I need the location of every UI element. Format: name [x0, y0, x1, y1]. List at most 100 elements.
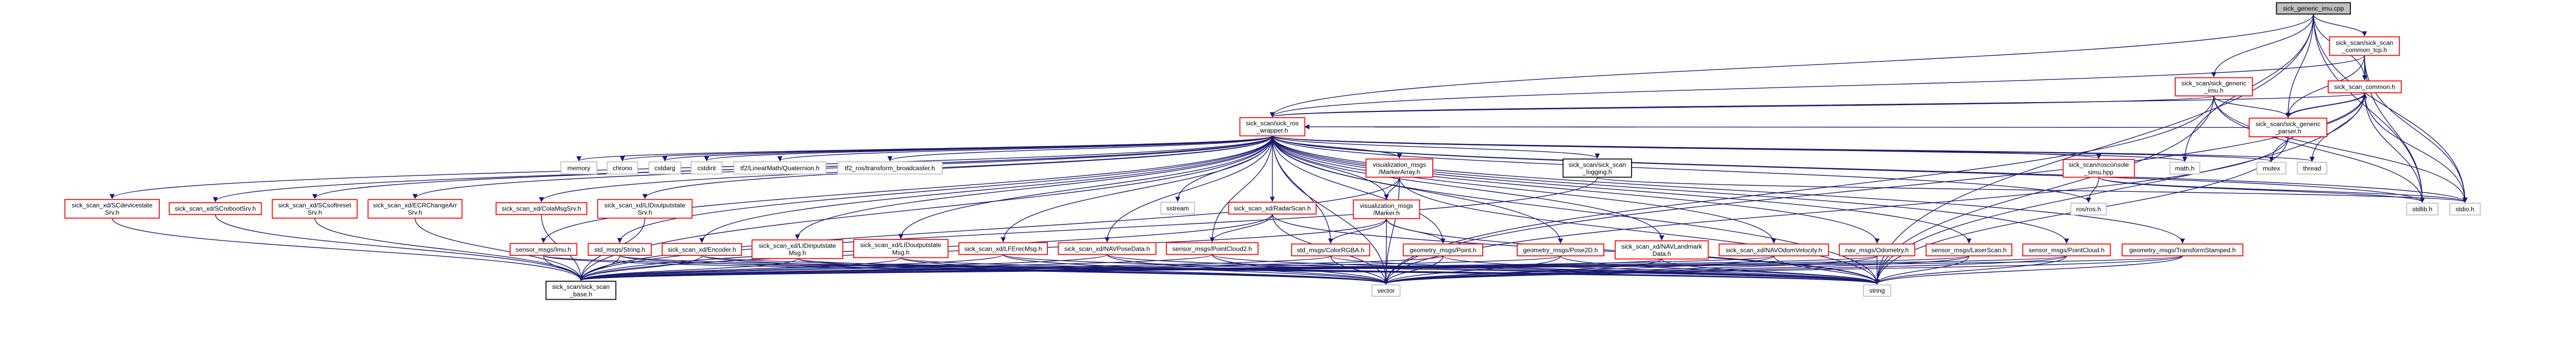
node-box	[1402, 243, 1483, 256]
node-logging[interactable]: sick_scan/sick_scan_logging.h	[1562, 158, 1632, 178]
edge-marker-to-colorrgba	[1328, 218, 1387, 244]
node-marker[interactable]: visualization_msgs/Marker.h	[1352, 199, 1420, 219]
node-common[interactable]: sick_scan_common.h	[2328, 80, 2402, 93]
node-parser[interactable]: sick_scan/sick_generic_parser.h	[2248, 118, 2328, 138]
node-label: thread	[2303, 165, 2321, 172]
node-box	[1925, 243, 2012, 256]
edge-common-to-stdio	[2364, 92, 2468, 203]
node-label: Data.h	[1652, 250, 1671, 257]
node-encoder[interactable]: sick_scan_xd/Encoder.h	[662, 243, 742, 256]
node-label: cstdarg	[654, 165, 675, 172]
node-label: Msg.h	[789, 250, 806, 257]
node-box	[648, 161, 682, 175]
edge-rosconsole-to-rosh	[2086, 177, 2099, 203]
node-box	[1562, 158, 1632, 178]
node-label: _wrapper.h	[1256, 127, 1288, 134]
edge-ros_wrapper-to-sstream	[1175, 136, 1273, 202]
node-navpose[interactable]: sick_scan_xd/NAVPoseData.h	[1058, 242, 1157, 255]
node-box	[606, 161, 638, 175]
edge-ros_wrapper-to-vector	[1272, 136, 1389, 285]
node-label: memory	[567, 165, 590, 172]
edge-parser-to-common	[2287, 93, 2367, 119]
node-chrono: chrono	[606, 161, 638, 175]
node-label: sensor_msgs/PointCloud2.h	[1173, 245, 1252, 252]
edge-ros_wrapper-to-memory	[577, 135, 1273, 161]
node-screboot[interactable]: sick_scan_xd/SCrebootSrv.h	[168, 202, 262, 215]
node-ros_wrapper[interactable]: sick_scan/sick_ros_wrapper.h	[1239, 117, 1306, 137]
node-point[interactable]: geometry_msgs/Point.h	[1402, 243, 1483, 256]
node-navodom[interactable]: sick_scan_xd/NAVOdomVelocity.h	[1718, 243, 1829, 256]
node-label: sick_scan_xd/LIDoutputstate	[604, 202, 686, 209]
node-label: stdio.h	[2455, 206, 2474, 213]
edge-scsoftreset-to-base	[314, 218, 584, 281]
edge-markerarray-to-string	[1399, 177, 1880, 285]
node-laserscan[interactable]: sensor_msgs/LaserScan.h	[1925, 243, 2012, 256]
node-box	[2248, 118, 2328, 138]
node-string_msg[interactable]: std_msgs/String.h	[587, 243, 652, 256]
node-label: chrono	[613, 165, 632, 172]
edge-generic_imu-to-stdio	[2213, 95, 2468, 203]
edge-tfstamped-to-base	[579, 255, 2183, 281]
edge-ros_wrapper-to-tfstamped	[1272, 136, 2185, 244]
node-box	[2406, 202, 2439, 216]
node-label: sick_scan_xd/RadarScan.h	[1234, 205, 1311, 212]
node-pose2d[interactable]: geometry_msgs/Pose2D.h	[1516, 243, 1604, 256]
node-box	[1863, 284, 1891, 297]
node-markerarray[interactable]: visualization_msgs/MarkerArray.h	[1365, 158, 1433, 178]
edge-tfstamped-to-vector	[1383, 255, 2183, 285]
node-label: _parser.h	[2274, 128, 2301, 135]
node-label: /MarkerArray.h	[1379, 168, 1420, 175]
node-box	[1228, 202, 1317, 215]
node-label: _logging.h	[1582, 168, 1612, 175]
edge-lidinmsg-to-base	[578, 258, 798, 281]
node-radarscan[interactable]: sick_scan_xd/RadarScan.h	[1228, 202, 1317, 215]
node-lferec[interactable]: sick_scan_xd/LFErecMsg.h	[958, 242, 1048, 255]
node-imu[interactable]: sensor_msgs/Imu.h	[510, 243, 578, 256]
node-box	[2169, 161, 2200, 175]
edge-generic_imu-to-ros_wrapper	[1270, 95, 2214, 118]
node-label: /Marker.h	[1373, 209, 1400, 217]
node-tfstamped[interactable]: geometry_msgs/TransformStamped.h	[2122, 243, 2244, 256]
node-box	[2276, 2, 2351, 15]
edge-navpose-to-string	[1107, 254, 1879, 285]
node-label: sick_scan_xd/LFErecMsg.h	[964, 245, 1042, 252]
edge-navpose-to-base	[578, 254, 1108, 281]
node-base[interactable]: sick_scan/sick_scan_base.h	[545, 281, 617, 300]
node-box	[1352, 199, 1420, 219]
node-odometry[interactable]: nav_msgs/Odometry.h	[1839, 243, 1916, 256]
edge-root-to-ros_wrapper	[1269, 14, 2314, 118]
node-vector: vector	[1371, 284, 1401, 297]
node-root[interactable]: sick_generic_imu.cpp	[2276, 2, 2351, 15]
node-label: sensor_msgs/LaserScan.h	[1931, 247, 2007, 254]
node-colorrgba[interactable]: std_msgs/ColorRGBA.h	[1291, 243, 1370, 256]
edge-ros_wrapper-to-pointcloud	[1272, 136, 2069, 244]
node-box	[2070, 202, 2107, 216]
node-rosconsole[interactable]: sick_scan/rosconsole_simu.hpp	[2062, 159, 2135, 178]
node-box	[1239, 117, 1306, 137]
include-dependency-graph: sick_generic_imu.cpp sick_scan/sick_scan_…	[64, 2, 2481, 300]
edge-generic_imu-to-stdlib	[2213, 95, 2425, 203]
node-pc2[interactable]: sensor_msgs/PointCloud2.h	[1166, 242, 1259, 255]
node-label: sick_scan_xd/ECRChangeArr	[373, 202, 457, 209]
edge-ros_wrapper-to-tf2q	[777, 135, 1273, 161]
node-box	[560, 161, 598, 175]
edge-ros_wrapper-to-navpose	[1105, 136, 1273, 242]
node-label: Msg.h	[892, 249, 910, 256]
edge-ros_wrapper-to-rosh	[1272, 136, 2091, 203]
node-pointcloud[interactable]: sensor_msgs/PointCloud.h	[2022, 243, 2111, 256]
node-colamsg[interactable]: sick_scan_xd/ColaMsgSrv.h	[495, 202, 587, 215]
node-box	[495, 202, 587, 215]
node-label: _common_tcp.h	[2342, 46, 2387, 54]
node-thread: thread	[2297, 161, 2328, 175]
edge-tfstamped-to-string	[1874, 255, 2183, 285]
node-generic_imu[interactable]: sick_scan/sick_generic_imu.h	[2175, 77, 2253, 96]
node-common_tcp[interactable]: sick_scan/sick_scan_common_tcp.h	[2329, 36, 2400, 56]
edge-ros_wrapper-to-pc2	[1209, 136, 1273, 242]
